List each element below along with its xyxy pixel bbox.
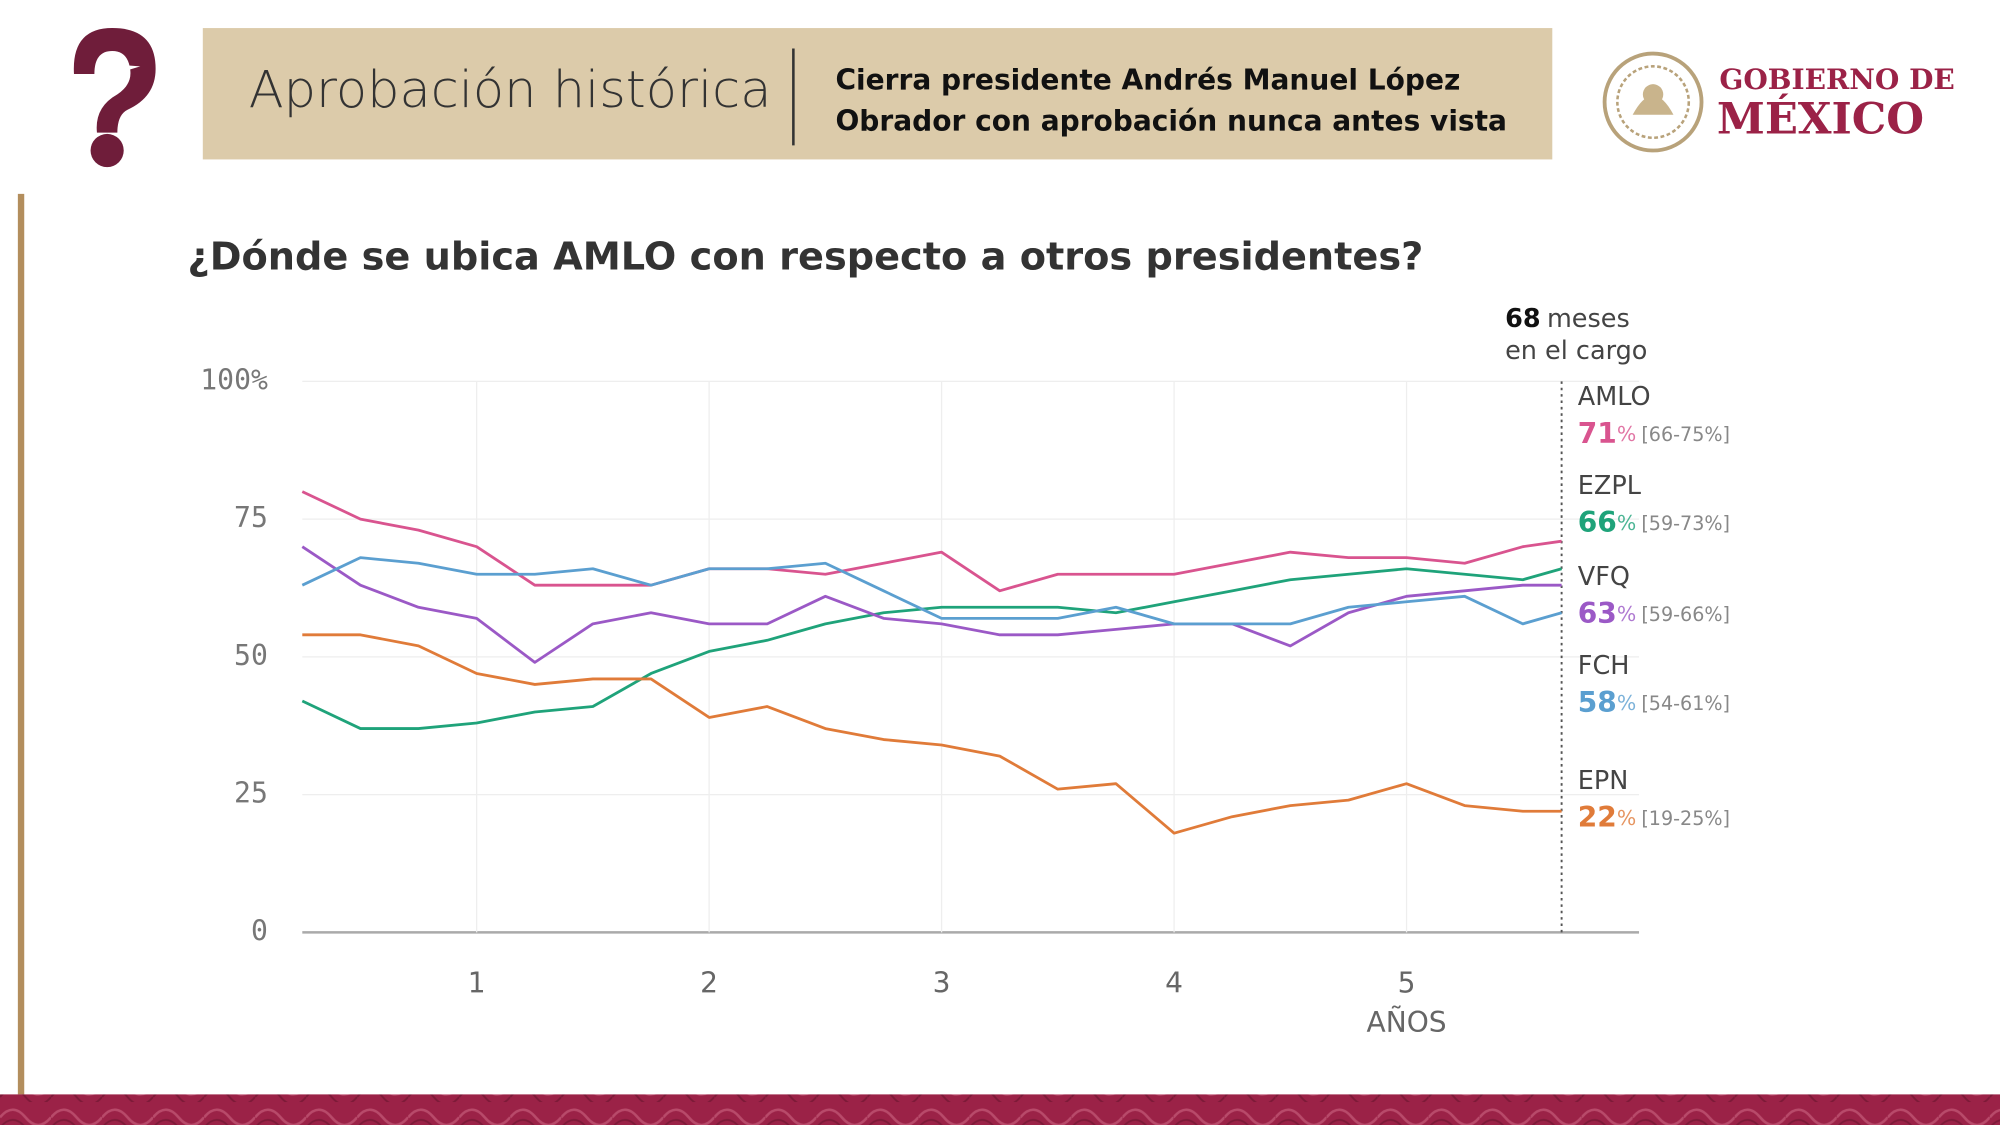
series-current: 71 <box>1578 417 1617 450</box>
y-tick-label: 75 <box>234 501 268 534</box>
series-unit: % <box>1617 806 1636 830</box>
series-name: FCH <box>1578 651 1630 681</box>
series-value-label: 71% [66-75%] <box>1578 417 1730 450</box>
series-line <box>301 490 1562 593</box>
header-title: Aprobación histórica <box>249 61 772 120</box>
series-line <box>301 567 1562 730</box>
x-tick-label: 3 <box>933 967 951 1000</box>
series-value-label: 63% [59-66%] <box>1578 597 1730 630</box>
chart-title: ¿Dónde se ubica AMLO con respecto a otro… <box>188 234 1424 279</box>
x-tick-label: 1 <box>468 967 486 1000</box>
series-range: [59-66%] <box>1641 602 1730 625</box>
y-tick-label: 50 <box>234 639 268 672</box>
series-current: 63 <box>1578 597 1617 630</box>
series-name: EZPL <box>1578 471 1642 501</box>
series-range: [19-25%] <box>1641 806 1730 829</box>
header-subtitle: Cierra presidente Andrés Manuel López <box>835 64 1460 97</box>
marker-annotation: 68 meses <box>1505 304 1630 334</box>
series-value-label: 66% [59-73%] <box>1578 506 1730 539</box>
series-name: EPN <box>1578 766 1629 796</box>
y-tick-label: 25 <box>234 777 268 810</box>
header-box <box>202 28 1553 160</box>
series-name: AMLO <box>1578 382 1651 412</box>
series-line <box>302 633 1562 835</box>
series-range: [66-75%] <box>1641 422 1730 445</box>
series-range: [59-73%] <box>1641 512 1730 535</box>
series-unit: % <box>1617 422 1636 446</box>
y-tick-label: 100% <box>200 363 268 396</box>
series-value-label: 58% [54-61%] <box>1578 686 1730 719</box>
series-line <box>301 556 1562 626</box>
header-subtitle: Obrador con aprobación nunca antes vista <box>835 104 1507 137</box>
series-unit: % <box>1617 602 1636 626</box>
brand-line: GOBIERNO DE <box>1719 63 1954 96</box>
x-tick-label: 4 <box>1165 967 1183 1000</box>
series-unit: % <box>1617 691 1636 715</box>
marker-annotation: en el cargo <box>1505 336 1647 366</box>
series-value-label: 22% [19-25%] <box>1578 801 1730 834</box>
series-current: 58 <box>1578 686 1617 719</box>
x-tick-label: 2 <box>700 967 718 1000</box>
question-icon <box>73 28 156 168</box>
brand-line: MÉXICO <box>1717 93 1924 144</box>
x-tick-label: 5 <box>1398 967 1416 1000</box>
series-line <box>301 545 1562 664</box>
series-unit: % <box>1617 511 1636 535</box>
series-range: [54-61%] <box>1641 692 1730 715</box>
x-axis-label: AÑOS <box>1367 1006 1447 1039</box>
footer-band <box>0 1094 2000 1125</box>
seal <box>1602 51 1704 153</box>
marker-label: meses <box>1547 304 1630 334</box>
marker-months: 68 <box>1505 304 1541 334</box>
series-current: 66 <box>1578 506 1617 539</box>
series-name: VFQ <box>1578 562 1630 592</box>
series-current: 22 <box>1578 801 1617 834</box>
side-bar <box>17 193 25 1095</box>
y-tick-label: 0 <box>251 914 268 947</box>
